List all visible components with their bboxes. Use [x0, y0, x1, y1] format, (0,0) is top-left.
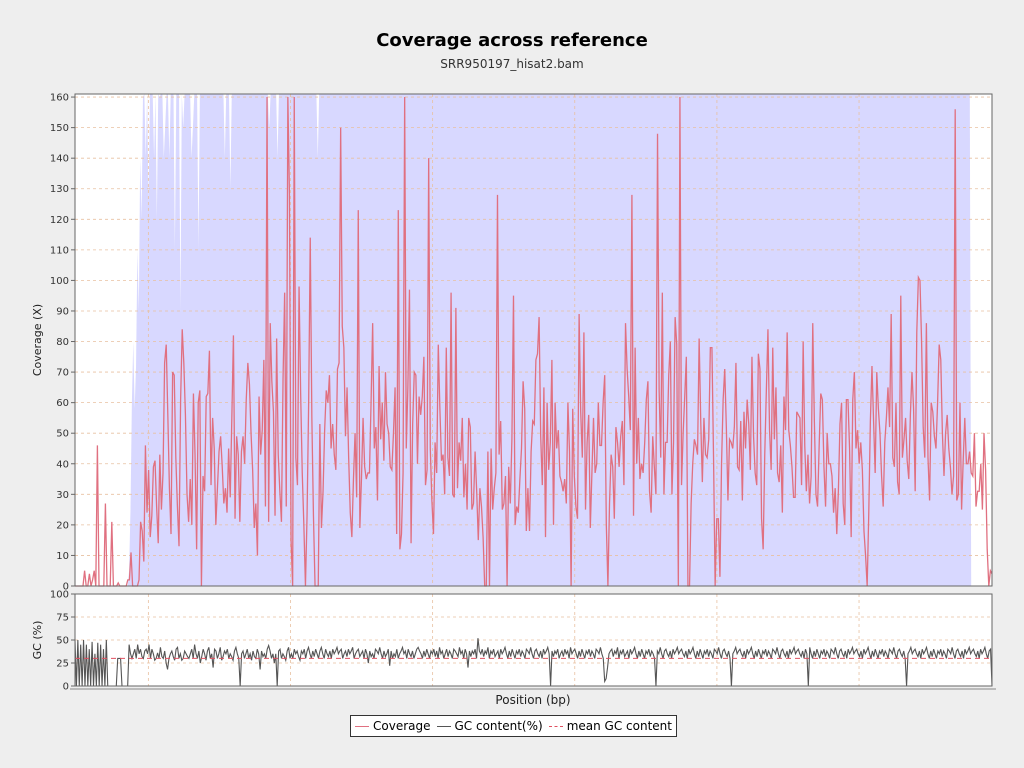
- ytick-label-coverage-16: 160: [50, 93, 69, 104]
- legend-item-coverage: Coverage: [355, 719, 431, 733]
- legend-swatch-mean-gc: [548, 725, 563, 727]
- ytick-label-coverage-5: 50: [56, 429, 69, 440]
- ytick-label-coverage-0: 0: [63, 582, 69, 593]
- ytick-label-coverage-15: 150: [50, 123, 69, 134]
- chart-subtitle: SRR950197_hisat2.bam: [440, 57, 584, 71]
- y-axis-label-coverage: Coverage (X): [31, 304, 44, 376]
- ytick-label-coverage-14: 140: [50, 154, 69, 165]
- legend-swatch-gc: [436, 725, 451, 727]
- ytick-label-coverage-12: 120: [50, 215, 69, 226]
- ytick-label-gc-2: 50: [56, 636, 69, 647]
- legend-label-mean-gc: mean GC content: [566, 719, 672, 733]
- coverage-band-area: [75, 94, 992, 586]
- ytick-label-coverage-8: 80: [56, 337, 69, 348]
- x-axis-label: Position (bp): [495, 693, 570, 707]
- legend-item-mean-gc: mean GC content: [548, 719, 672, 733]
- chart-title: Coverage across reference: [376, 30, 648, 51]
- ytick-label-coverage-1: 10: [56, 551, 69, 562]
- ytick-label-gc-3: 75: [56, 613, 69, 624]
- ytick-label-coverage-11: 110: [50, 245, 69, 256]
- ytick-label-coverage-10: 100: [50, 276, 69, 287]
- ytick-label-gc-0: 0: [63, 682, 69, 693]
- ytick-label-coverage-6: 60: [56, 398, 69, 409]
- plot-border-coverage: [74, 93, 993, 587]
- ytick-label-coverage-3: 30: [56, 490, 69, 501]
- legend-label-coverage: Coverage: [373, 719, 431, 733]
- ytick-label-coverage-4: 40: [56, 459, 69, 470]
- legend-label-gc: GC content(%): [454, 719, 543, 733]
- legend-swatch-coverage: [355, 725, 369, 727]
- legend-item-gc: GC content(%): [436, 719, 543, 733]
- ytick-label-coverage-13: 130: [50, 184, 69, 195]
- legend: Coverage GC content(%) mean GC content: [350, 715, 677, 737]
- ytick-label-coverage-9: 90: [56, 306, 69, 317]
- ytick-label-gc-1: 25: [56, 659, 69, 670]
- coverage-line: [75, 97, 993, 587]
- ytick-label-coverage-7: 70: [56, 368, 69, 379]
- plot-area-gc: [75, 594, 992, 686]
- y-axis-label-gc: GC (%): [31, 621, 44, 660]
- ytick-label-gc-4: 100: [50, 590, 69, 601]
- gc-line: [74, 638, 993, 687]
- plot-border-gc: [74, 593, 993, 687]
- plot-area-coverage: [75, 94, 992, 586]
- ytick-label-coverage-2: 20: [56, 520, 69, 531]
